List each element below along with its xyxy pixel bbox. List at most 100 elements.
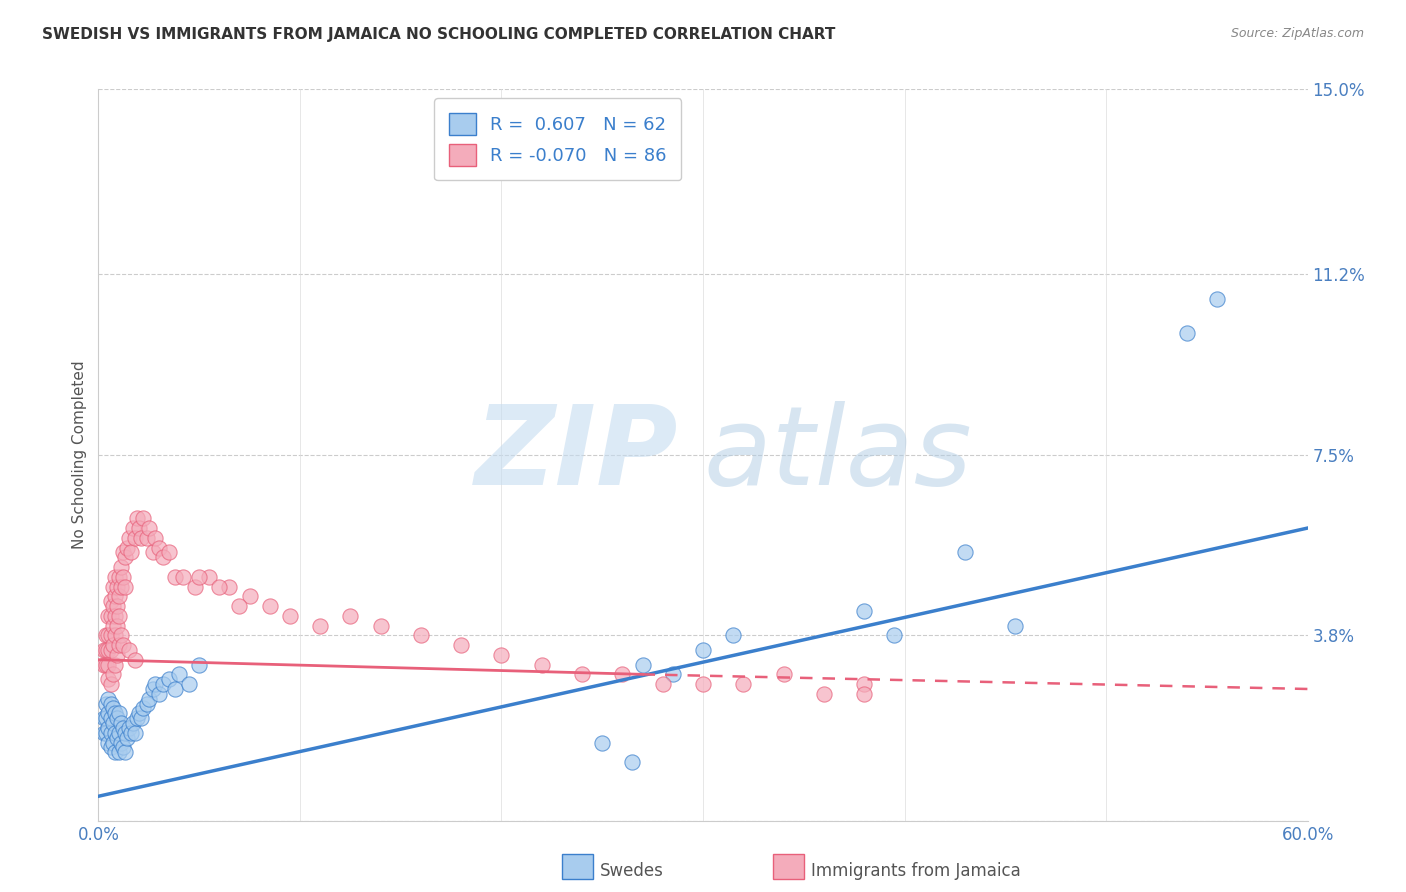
Point	[143, 531, 166, 545]
Point	[97, 736, 120, 750]
Point	[370, 618, 392, 632]
Point	[97, 628, 120, 642]
Point	[1175, 326, 1198, 340]
Point	[621, 755, 644, 769]
Point	[107, 570, 129, 584]
Point	[96, 726, 118, 740]
Point	[93, 726, 115, 740]
Point	[188, 570, 211, 584]
Point	[124, 653, 146, 667]
Point	[110, 560, 132, 574]
Point	[125, 711, 148, 725]
Point	[93, 711, 115, 725]
Point	[120, 545, 142, 559]
Point	[530, 657, 553, 672]
Point	[105, 618, 128, 632]
Point	[96, 657, 118, 672]
Point	[101, 638, 124, 652]
Point	[97, 672, 120, 686]
Point	[111, 740, 134, 755]
Point	[853, 687, 876, 701]
Point	[239, 590, 262, 604]
Point	[631, 657, 654, 672]
Point	[692, 677, 714, 691]
Point	[101, 667, 124, 681]
Point	[97, 721, 120, 735]
Point	[450, 638, 472, 652]
Text: ZIP: ZIP	[475, 401, 679, 508]
Point	[163, 570, 186, 584]
Text: Swedes: Swedes	[600, 863, 664, 880]
Point	[105, 580, 128, 594]
Point	[118, 643, 141, 657]
Text: SWEDISH VS IMMIGRANTS FROM JAMAICA NO SCHOOLING COMPLETED CORRELATION CHART: SWEDISH VS IMMIGRANTS FROM JAMAICA NO SC…	[42, 27, 835, 42]
Point	[97, 691, 120, 706]
Point	[138, 691, 160, 706]
Point	[115, 731, 138, 745]
Point	[128, 706, 150, 721]
Point	[157, 545, 180, 559]
Point	[114, 580, 136, 594]
Point	[96, 697, 118, 711]
Point	[101, 716, 124, 731]
Point	[101, 599, 124, 613]
Point	[184, 580, 207, 594]
Point	[121, 521, 143, 535]
Point	[121, 716, 143, 731]
Point	[339, 608, 361, 623]
Point	[107, 590, 129, 604]
Point	[148, 687, 170, 701]
Point	[103, 608, 125, 623]
Point	[612, 667, 634, 681]
Point	[853, 604, 876, 618]
Point	[103, 745, 125, 759]
Point	[129, 531, 152, 545]
Point	[132, 701, 155, 715]
Point	[103, 657, 125, 672]
Point	[96, 628, 118, 642]
Point	[198, 570, 221, 584]
Point	[97, 657, 120, 672]
Point	[142, 681, 165, 696]
Point	[135, 697, 157, 711]
Text: Source: ZipAtlas.com: Source: ZipAtlas.com	[1230, 27, 1364, 40]
Point	[103, 590, 125, 604]
Point	[100, 711, 122, 725]
Point	[107, 638, 129, 652]
Point	[129, 711, 152, 725]
Text: atlas: atlas	[703, 401, 972, 508]
Point	[105, 648, 128, 662]
Point	[853, 677, 876, 691]
Point	[107, 745, 129, 759]
Point	[1206, 292, 1229, 306]
Point	[111, 570, 134, 584]
Point	[733, 677, 755, 691]
Point	[278, 608, 301, 623]
Point	[591, 736, 613, 750]
Point	[218, 580, 240, 594]
Point	[491, 648, 513, 662]
Point	[97, 706, 120, 721]
Point	[953, 545, 976, 559]
Point	[661, 667, 683, 681]
Legend: R =  0.607   N = 62, R = -0.070   N = 86: R = 0.607 N = 62, R = -0.070 N = 86	[434, 98, 682, 180]
Point	[100, 726, 122, 740]
Point	[110, 628, 132, 642]
Point	[1004, 618, 1026, 632]
Point	[110, 580, 132, 594]
Point	[107, 706, 129, 721]
Point	[124, 726, 146, 740]
Point	[105, 731, 128, 745]
Point	[96, 643, 118, 657]
Point	[103, 726, 125, 740]
Text: Immigrants from Jamaica: Immigrants from Jamaica	[811, 863, 1021, 880]
Point	[100, 697, 122, 711]
Point	[772, 667, 794, 681]
Point	[93, 657, 115, 672]
Point	[651, 677, 673, 691]
Point	[138, 521, 160, 535]
Point	[883, 628, 905, 642]
Point	[114, 726, 136, 740]
Point	[118, 721, 141, 735]
Point	[100, 608, 122, 623]
